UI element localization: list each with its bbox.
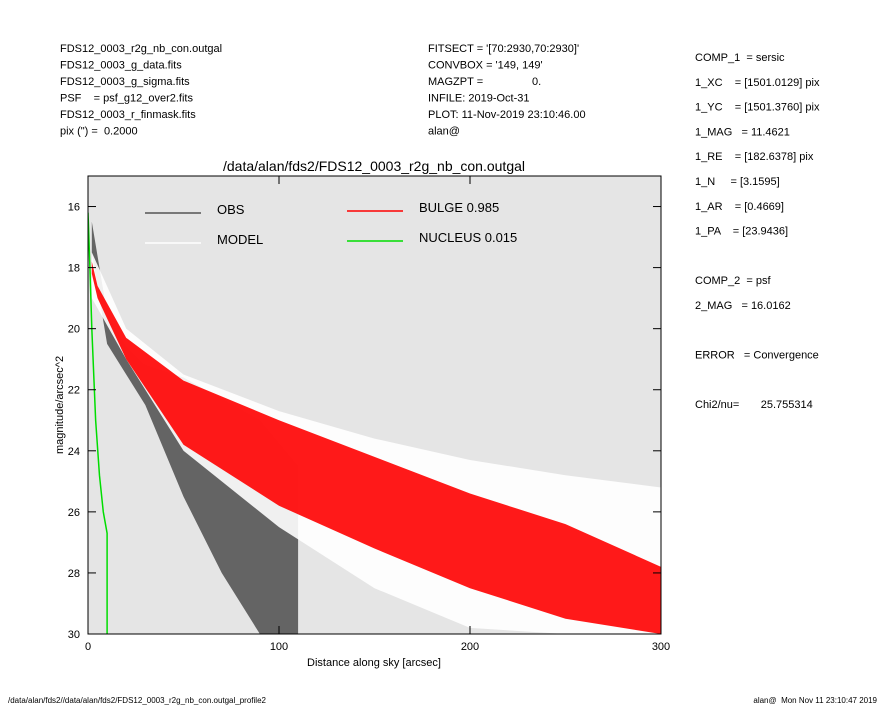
chart-title: /data/alan/fds2/FDS12_0003_r2g_nb_con.ou… xyxy=(223,158,525,174)
parameter-line: 2_MAG = 16.0162 xyxy=(695,300,791,312)
header-middle-line: PLOT: 11-Nov-2019 23:10:46.00 xyxy=(428,109,586,121)
y-axis-label: magnitude/arcsec^2 xyxy=(54,356,66,454)
parameter-line: 1_YC = [1501.3760] pix xyxy=(695,102,820,114)
parameter-line: 1_AR = [0.4669] xyxy=(695,201,784,213)
y-tick-label: 26 xyxy=(68,507,80,519)
legend-label: OBS xyxy=(217,202,245,217)
y-tick-label: 30 xyxy=(68,629,80,641)
x-tick-label: 300 xyxy=(652,641,670,653)
header-left-line: pix (") = 0.2000 xyxy=(60,126,138,138)
header-left-line: PSF = psf_g12_over2.fits xyxy=(60,93,193,105)
parameter-line: 1_RE = [182.6378] pix xyxy=(695,151,814,163)
y-tick-label: 20 xyxy=(68,324,80,336)
parameter-line: 1_PA = [23.9436] xyxy=(695,226,788,238)
parameter-line: Chi2/nu= 25.755314 xyxy=(695,399,813,411)
parameter-line: COMP_2 = psf xyxy=(695,275,771,287)
header-middle-line: alan@ xyxy=(428,126,460,138)
header-left-line: FDS12_0003_g_data.fits xyxy=(60,60,182,72)
x-tick-label: 100 xyxy=(270,641,288,653)
y-tick-label: 24 xyxy=(68,446,80,458)
y-tick-label: 22 xyxy=(68,385,80,397)
y-tick-label: 16 xyxy=(68,202,80,214)
parameter-line: 1_N = [3.1595] xyxy=(695,176,780,188)
legend-label: BULGE 0.985 xyxy=(419,200,499,215)
profile-band xyxy=(91,261,661,634)
x-tick-label: 0 xyxy=(85,641,91,653)
x-axis-label: Distance along sky [arcsec] xyxy=(307,657,441,669)
parameter-line: 1_MAG = 11.4621 xyxy=(695,126,790,138)
header-middle-line: CONVBOX = '149, 149' xyxy=(428,60,543,72)
x-tick-label: 200 xyxy=(461,641,479,653)
legend-label: NUCLEUS 0.015 xyxy=(419,230,517,245)
legend-label: MODEL xyxy=(217,232,263,247)
plot-area xyxy=(88,212,661,634)
header-middle-line: INFILE: 2019-Oct-31 xyxy=(428,93,530,105)
parameter-line: ERROR = Convergence xyxy=(695,350,819,362)
plot-frame xyxy=(87,175,662,635)
header-left-line: FDS12_0003_g_sigma.fits xyxy=(60,76,190,88)
header-left-line: FDS12_0003_r_finmask.fits xyxy=(60,109,196,121)
footer-left: /data/alan/fds2//data/alan/fds2/FDS12_00… xyxy=(8,696,267,705)
y-tick-label: 28 xyxy=(68,568,80,580)
header-middle-line: FITSECT = '[70:2930,70:2930]' xyxy=(428,43,579,55)
header-left-line: FDS12_0003_r2g_nb_con.outgal xyxy=(60,43,222,55)
y-tick-label: 18 xyxy=(68,263,80,275)
profile-line xyxy=(88,212,108,634)
parameter-line: 1_XC = [1501.0129] pix xyxy=(695,77,820,89)
header-middle-line: MAGZPT = 0. xyxy=(428,76,541,88)
footer-right: alan@ Mon Nov 11 23:10:47 2019 xyxy=(753,696,877,705)
parameter-line: COMP_1 = sersic xyxy=(695,52,785,64)
